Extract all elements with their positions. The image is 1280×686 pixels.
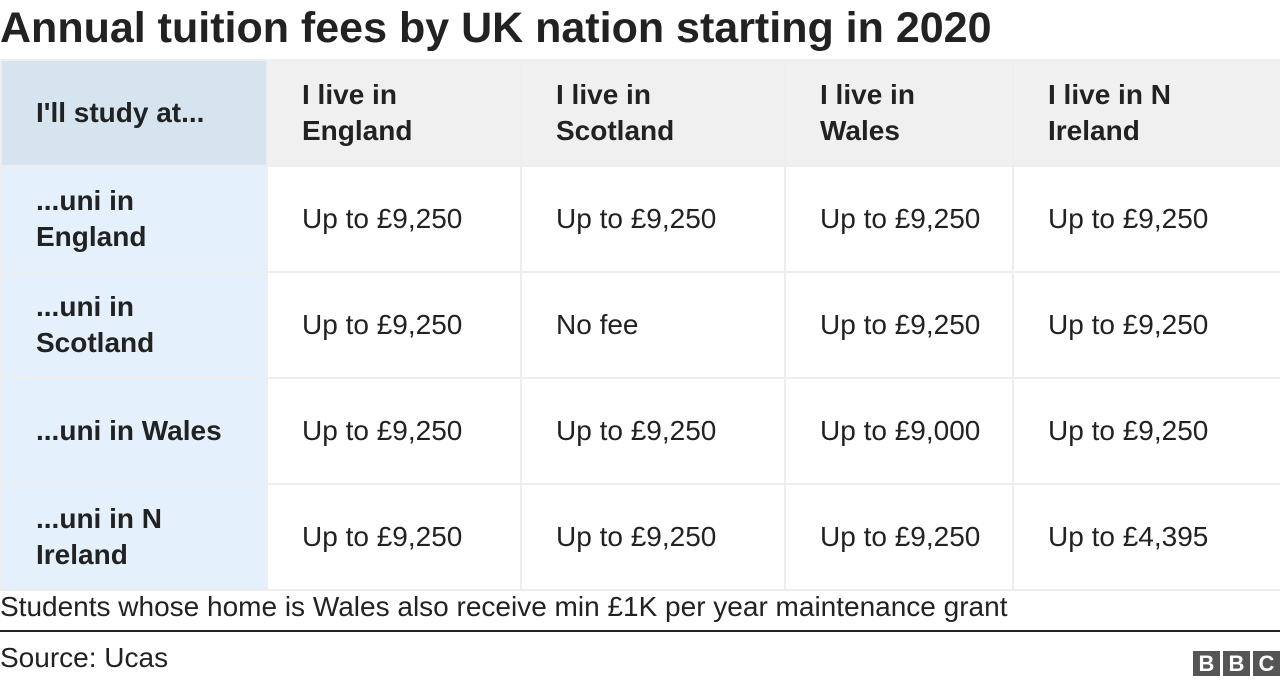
divider [0, 630, 1280, 632]
row-header-uni-england: ...uni in England [0, 165, 268, 273]
table-cell: Up to £9,250 [266, 165, 522, 273]
table-cell: Up to £9,250 [520, 483, 786, 591]
row-header-uni-scotland: ...uni in Scotland [0, 271, 268, 379]
row-header-uni-n-ireland: ...uni in N Ireland [0, 483, 268, 591]
column-header-n-ireland: I live in N Ireland [1012, 59, 1280, 167]
logo-letter: C [1253, 651, 1280, 676]
table-cell: Up to £9,250 [784, 271, 1014, 379]
column-header-wales: I live in Wales [784, 59, 1014, 167]
table-row: ...uni in Scotland Up to £9,250 No fee U… [0, 271, 1280, 379]
bbc-logo: B B C [1193, 651, 1280, 676]
table-row: ...uni in Wales Up to £9,250 Up to £9,25… [0, 377, 1280, 485]
row-header-uni-wales: ...uni in Wales [0, 377, 268, 485]
table-cell: Up to £9,250 [520, 165, 786, 273]
table-row: ...uni in N Ireland Up to £9,250 Up to £… [0, 483, 1280, 591]
table-cell: Up to £9,250 [266, 377, 522, 485]
logo-letter: B [1193, 651, 1220, 676]
column-header-scotland: I live in Scotland [520, 59, 786, 167]
table-cell: Up to £9,250 [1012, 271, 1280, 379]
corner-header: I'll study at... [0, 59, 268, 167]
footnote: Students whose home is Wales also receiv… [0, 591, 1008, 622]
table-cell: Up to £9,250 [266, 483, 522, 591]
table-cell: Up to £9,000 [784, 377, 1014, 485]
column-header-england: I live in England [266, 59, 522, 167]
table-cell: Up to £9,250 [520, 377, 786, 485]
table-header-row: I'll study at... I live in England I liv… [0, 59, 1280, 167]
table-cell: No fee [520, 271, 786, 379]
table-cell: Up to £9,250 [1012, 165, 1280, 273]
logo-letter: B [1223, 651, 1250, 676]
tuition-fees-table: I'll study at... I live in England I liv… [0, 59, 1280, 591]
chart-title: Annual tuition fees by UK nation startin… [0, 4, 992, 52]
table-cell: Up to £9,250 [1012, 377, 1280, 485]
table-cell: Up to £9,250 [784, 165, 1014, 273]
table-cell: Up to £9,250 [266, 271, 522, 379]
table-row: ...uni in England Up to £9,250 Up to £9,… [0, 165, 1280, 273]
source-label: Source: Ucas [0, 642, 169, 673]
table-cell: Up to £4,395 [1012, 483, 1280, 591]
table-cell: Up to £9,250 [784, 483, 1014, 591]
